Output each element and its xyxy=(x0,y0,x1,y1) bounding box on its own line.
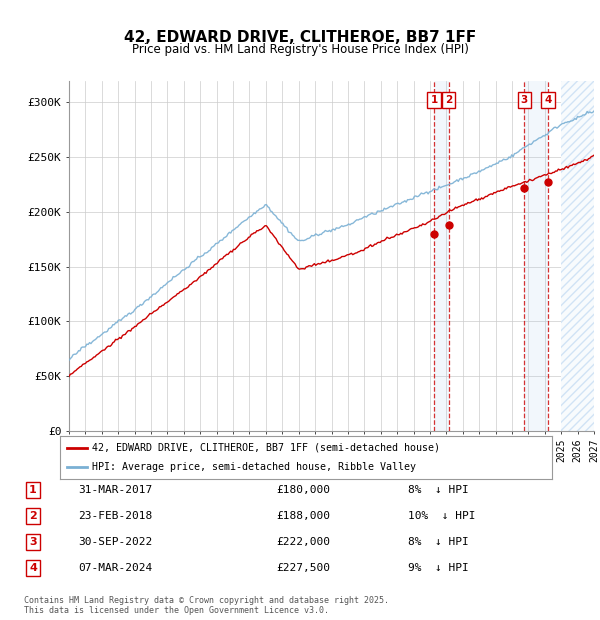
Text: 4: 4 xyxy=(544,95,551,105)
Bar xyxy=(561,81,594,431)
Bar xyxy=(561,81,594,431)
Text: Contains HM Land Registry data © Crown copyright and database right 2025.
This d: Contains HM Land Registry data © Crown c… xyxy=(24,596,389,615)
Text: £188,000: £188,000 xyxy=(276,511,330,521)
Text: £222,000: £222,000 xyxy=(276,537,330,547)
Text: 2: 2 xyxy=(29,511,37,521)
Text: 31-MAR-2017: 31-MAR-2017 xyxy=(78,485,152,495)
Text: 9%  ↓ HPI: 9% ↓ HPI xyxy=(408,563,469,573)
Text: 2: 2 xyxy=(445,95,452,105)
Bar xyxy=(524,81,548,431)
Text: 3: 3 xyxy=(29,537,37,547)
Text: 1: 1 xyxy=(29,485,37,495)
Text: 1: 1 xyxy=(430,95,437,105)
Bar xyxy=(434,81,449,431)
Text: HPI: Average price, semi-detached house, Ribble Valley: HPI: Average price, semi-detached house,… xyxy=(92,463,416,472)
Text: 8%  ↓ HPI: 8% ↓ HPI xyxy=(408,537,469,547)
Bar xyxy=(561,81,594,431)
Text: £227,500: £227,500 xyxy=(276,563,330,573)
Text: 42, EDWARD DRIVE, CLITHEROE, BB7 1FF (semi-detached house): 42, EDWARD DRIVE, CLITHEROE, BB7 1FF (se… xyxy=(92,443,440,453)
Text: Price paid vs. HM Land Registry's House Price Index (HPI): Price paid vs. HM Land Registry's House … xyxy=(131,43,469,56)
Text: 4: 4 xyxy=(29,563,37,573)
Text: 3: 3 xyxy=(521,95,528,105)
Text: 23-FEB-2018: 23-FEB-2018 xyxy=(78,511,152,521)
Text: 42, EDWARD DRIVE, CLITHEROE, BB7 1FF: 42, EDWARD DRIVE, CLITHEROE, BB7 1FF xyxy=(124,30,476,45)
Text: 07-MAR-2024: 07-MAR-2024 xyxy=(78,563,152,573)
Text: 8%  ↓ HPI: 8% ↓ HPI xyxy=(408,485,469,495)
Text: £180,000: £180,000 xyxy=(276,485,330,495)
Text: 30-SEP-2022: 30-SEP-2022 xyxy=(78,537,152,547)
Text: 10%  ↓ HPI: 10% ↓ HPI xyxy=(408,511,476,521)
